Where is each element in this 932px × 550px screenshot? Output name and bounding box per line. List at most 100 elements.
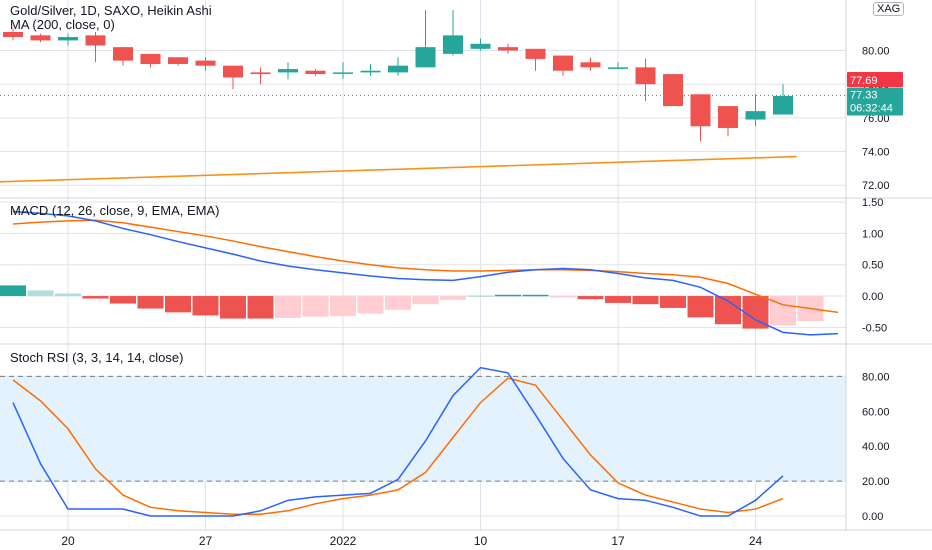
macd-histogram-bar [302,296,329,317]
stoch-y-tick-label: 20.00 [862,476,890,488]
candle-body [113,47,133,61]
stoch-y-tick-label: 0.00 [862,511,883,523]
macd-histogram-bar [495,294,521,297]
macd-histogram-bar [330,296,356,317]
macd-histogram-bar [220,296,246,319]
x-tick-label: 20 [61,534,75,548]
macd-histogram-bar [192,296,219,316]
x-tick-label: 2022 [330,534,357,548]
ma-value-tag [847,72,903,87]
candle-body [250,72,271,75]
macd-histogram-bar [27,290,54,297]
candle-body [525,48,546,59]
stoch-y-tick-label: 60.00 [862,406,890,418]
x-tick-label: 10 [474,534,488,548]
macd-histogram-bar [770,296,796,326]
candle-body [140,53,161,64]
stoch-lines-group [12,366,784,517]
stoch-y-tick-label: 80.00 [862,371,890,383]
macd-histogram-group [0,285,824,329]
macd-histogram-bar [0,285,26,297]
price-y-tick-label: 76.00 [862,113,890,125]
candle-body [635,67,656,85]
stoch-band [0,375,846,482]
stoch-d-line [12,377,784,516]
candle-body [223,65,243,78]
candle-body [415,47,436,68]
macd-lines-group [12,210,839,336]
macd-histogram-bar [165,296,191,313]
macd-histogram-bar [577,296,604,300]
macd-histogram-bar [660,296,686,308]
candle-body [443,35,463,54]
candle-body [388,65,408,73]
candle-body [745,111,766,120]
price-y-tick-label: 74.00 [862,147,890,159]
candle-body [333,72,353,74]
x-tick-label: 27 [199,534,213,548]
macd-histogram-bar [385,296,411,310]
stoch-legend: Stoch RSI (3, 3, 14, 14, close) [10,350,184,365]
macd-histogram-bar [632,296,659,305]
candle-body [718,106,738,128]
stoch-y-tick-label: 40.00 [862,441,890,453]
signal-line [12,219,839,314]
macd-histogram-bar [137,296,164,309]
close-price-tag [847,87,903,116]
macd-histogram-bar [605,296,631,303]
macd-histogram-bar [357,296,384,314]
macd-histogram-bar [550,296,576,298]
candle-body [30,35,51,41]
candle-body [168,57,188,64]
ma-legend: MA (200, close, 0) [10,17,115,32]
macd-histogram-bar [467,295,494,297]
macd-line [12,210,839,336]
chart-title: Gold/Silver, 1D, SAXO, Heikin Ashi [10,3,212,18]
macd-legend: MACD (12, 26, close, 9, EMA, EMA) [10,203,220,218]
macd-y-tick-label: 1.50 [862,197,883,209]
macd-histogram-bar [440,296,466,300]
countdown-text: 06:32:44 [850,102,893,114]
stoch-band-fill [0,376,846,482]
macd-histogram-bar [55,293,81,297]
x-tick-label: 17 [611,534,625,548]
ma-value-text: 77.69 [850,75,878,87]
macd-histogram-bar [275,296,301,318]
ma-line-group [0,155,797,183]
symbol-badge[interactable]: XAG [873,2,905,16]
macd-y-tick-label: 0.00 [862,291,883,303]
ma-line [0,155,797,183]
candle-body [553,55,573,71]
candle-body [498,47,518,51]
macd-histogram-bar [247,296,274,319]
macd-y-tick-label: -0.50 [862,322,887,334]
candle-body [663,74,683,107]
candle-body [773,95,793,115]
candle-body [360,70,381,73]
candle-body [470,43,491,49]
price-y-tick-label: 72.00 [862,180,890,192]
price-y-tick-label: 80.00 [862,46,890,58]
candle-body [580,62,601,68]
candle-body [305,70,326,75]
candle-body [608,67,628,69]
macd-histogram-bar [82,296,109,299]
macd-y-tick-label: 1.00 [862,228,883,240]
macd-histogram-bar [412,296,439,305]
candle-body [690,94,711,127]
candle-body [195,60,216,66]
macd-y-tick-label: 0.50 [862,260,883,272]
close-price-text: 77.33 [850,89,878,101]
macd-histogram-bar [687,296,714,318]
x-tick-label: 24 [749,534,763,548]
candles-group[interactable] [3,10,793,142]
macd-histogram-bar [522,294,549,297]
stoch-k-line [12,366,784,517]
candle-body [58,37,78,41]
candle-body [85,35,106,46]
candle-body [278,69,298,73]
macd-histogram-bar [110,296,136,304]
